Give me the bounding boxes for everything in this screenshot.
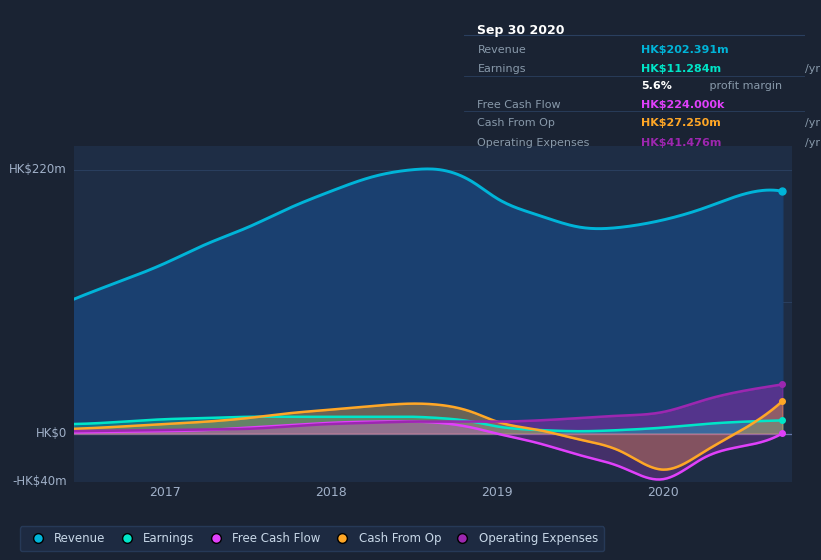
Text: -HK$40m: -HK$40m bbox=[12, 475, 67, 488]
Text: /yr: /yr bbox=[805, 118, 819, 128]
Text: Free Cash Flow: Free Cash Flow bbox=[478, 100, 561, 110]
Text: Cash From Op: Cash From Op bbox=[478, 118, 555, 128]
Legend: Revenue, Earnings, Free Cash Flow, Cash From Op, Operating Expenses: Revenue, Earnings, Free Cash Flow, Cash … bbox=[20, 526, 604, 551]
Text: Operating Expenses: Operating Expenses bbox=[478, 138, 589, 148]
Text: HK$41.476m: HK$41.476m bbox=[641, 138, 722, 148]
Text: HK$220m: HK$220m bbox=[9, 163, 67, 176]
Text: profit margin: profit margin bbox=[706, 81, 782, 91]
Text: Sep 30 2020: Sep 30 2020 bbox=[478, 24, 565, 36]
Text: HK$27.250m: HK$27.250m bbox=[641, 118, 721, 128]
Text: 5.6%: 5.6% bbox=[641, 81, 672, 91]
Text: HK$11.284m: HK$11.284m bbox=[641, 64, 721, 74]
Text: Earnings: Earnings bbox=[478, 64, 526, 74]
Text: HK$0: HK$0 bbox=[35, 427, 67, 440]
Text: /yr: /yr bbox=[805, 64, 819, 74]
Text: HK$224.000k: HK$224.000k bbox=[641, 100, 724, 110]
Text: HK$202.391m: HK$202.391m bbox=[641, 45, 729, 55]
Text: /yr: /yr bbox=[805, 138, 819, 148]
Text: Revenue: Revenue bbox=[478, 45, 526, 55]
